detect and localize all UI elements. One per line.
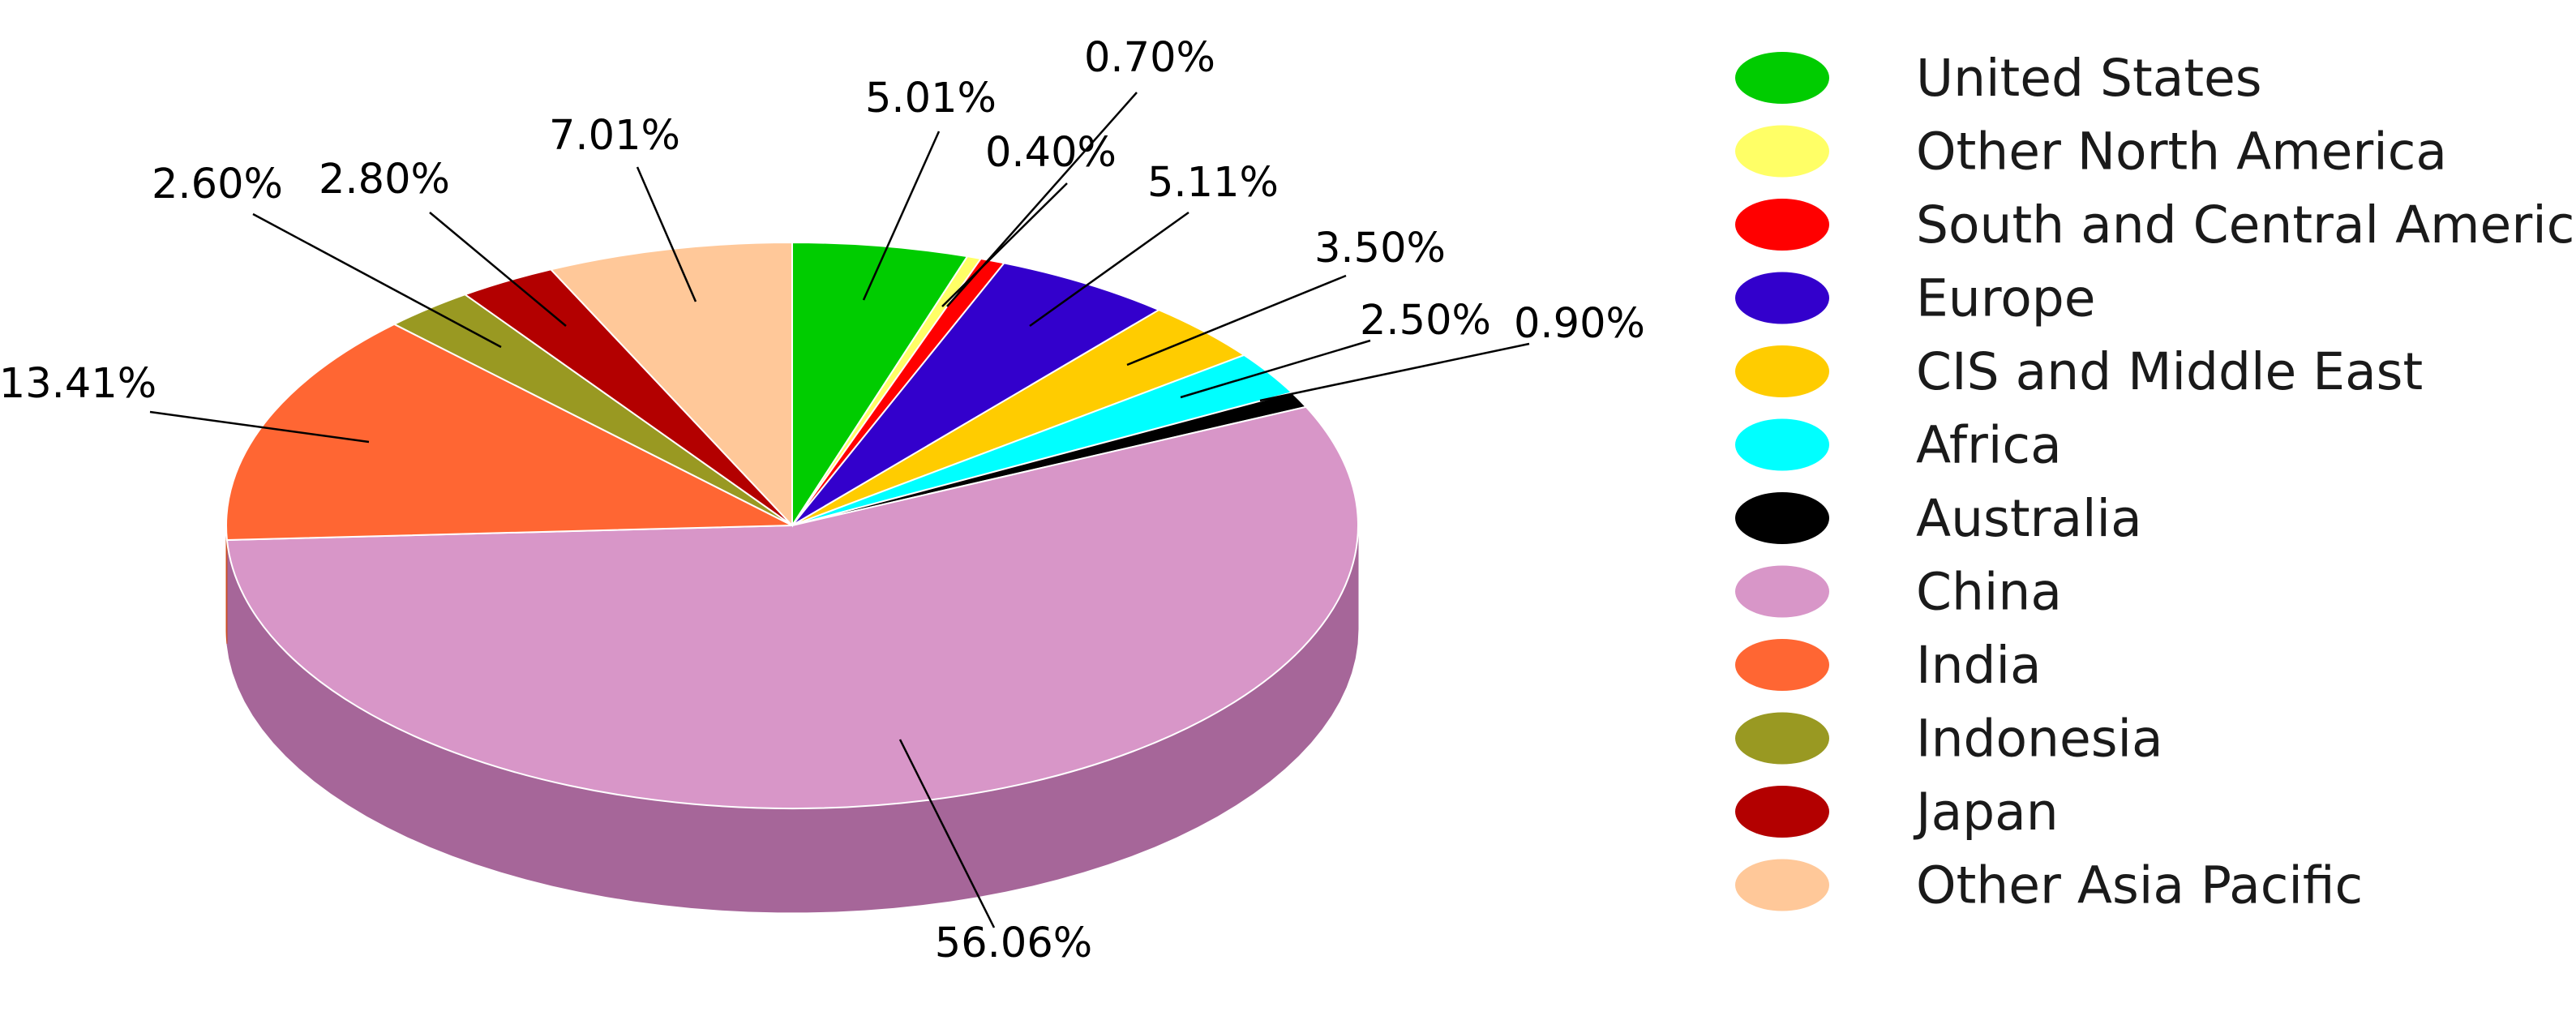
legend-label-australia: Australia (1916, 489, 2142, 548)
legend-label-cis-and-middle-east: CIS and Middle East (1916, 342, 2423, 401)
data-label-indonesia: 2.60% (152, 161, 283, 208)
pie-top-layer (225, 241, 1359, 809)
leader-line-other-north-america (941, 182, 1068, 307)
legend-item-south-and-central-america: South and Central America (1735, 195, 2576, 255)
legend-item-other-asia-pacific: Other Asia Pacific (1735, 856, 2363, 915)
legend-item-japan: Japan (1735, 782, 2059, 842)
legend-swatch-india (1735, 639, 1829, 691)
legend-label-south-and-central-america: South and Central America (1916, 195, 2576, 255)
legend-item-europe: Europe (1735, 269, 2096, 328)
leader-line-india (149, 410, 370, 444)
legend-swatch-other-asia-pacific (1735, 859, 1829, 911)
legend-label-china: China (1916, 563, 2062, 622)
leader-line-europe (1029, 211, 1189, 328)
legend-swatch-japan (1735, 786, 1829, 838)
data-label-africa: 2.50% (1360, 297, 1491, 345)
leader-line-africa (1180, 339, 1371, 399)
data-label-united-states: 5.01% (865, 75, 997, 122)
leader-line-south-and-central-america (946, 92, 1138, 307)
legend-swatch-south-and-central-america (1735, 199, 1829, 251)
leader-line-japan (429, 212, 567, 327)
legend-label-other-north-america: Other North America (1916, 122, 2447, 182)
legend-swatch-australia (1735, 492, 1829, 544)
data-label-other-asia-pacific: 7.01% (549, 112, 680, 160)
leader-line-other-asia-pacific (636, 166, 697, 302)
legend-label-indonesia: Indonesia (1916, 709, 2163, 769)
data-label-australia: 0.90% (1514, 300, 1645, 348)
data-label-cis-and-middle-east: 3.50% (1314, 225, 1446, 272)
pie-slice-china (225, 405, 1359, 809)
legend-label-africa: Africa (1916, 416, 2062, 475)
legend-item-cis-and-middle-east: CIS and Middle East (1735, 342, 2423, 401)
legend-swatch-cis-and-middle-east (1735, 345, 1829, 397)
legend-item-africa: Africa (1735, 416, 2062, 475)
pie-slice-other-asia-pacific (549, 241, 793, 528)
legend-label-europe: Europe (1916, 269, 2096, 328)
legend-label-united-states: United States (1916, 49, 2262, 108)
legend-label-india: India (1916, 636, 2042, 695)
leader-line-cis-and-middle-east (1126, 274, 1347, 367)
data-label-china: 56.06% (935, 920, 1092, 967)
legend-swatch-united-states (1735, 52, 1829, 104)
legend-item-other-north-america: Other North America (1735, 122, 2447, 182)
legend-item-united-states: United States (1735, 49, 2262, 108)
data-label-south-and-central-america: 0.70% (1084, 34, 1215, 82)
data-label-europe: 5.11% (1147, 159, 1279, 207)
legend-label-other-asia-pacific: Other Asia Pacific (1916, 856, 2363, 915)
legend-swatch-china (1735, 565, 1829, 618)
data-label-other-north-america: 0.40% (985, 129, 1117, 177)
legend-item-indonesia: Indonesia (1735, 709, 2163, 769)
legend-label-japan: Japan (1913, 782, 2059, 842)
legend-item-china: China (1735, 563, 2062, 622)
legend-swatch-africa (1735, 418, 1829, 471)
leader-line-australia (1259, 342, 1530, 402)
legend: United States Other North America South an… (1735, 49, 2576, 915)
leader-line-indonesia (252, 212, 502, 349)
leader-lines-layer (149, 92, 1530, 928)
data-label-japan: 2.80% (319, 156, 450, 204)
leader-line-united-states (862, 131, 941, 301)
leader-line-china (898, 739, 996, 928)
pie-slice-india (225, 323, 793, 541)
legend-swatch-europe (1735, 272, 1829, 324)
data-label-india: 13.41% (0, 360, 156, 408)
pie-slice-europe (791, 262, 1161, 526)
legend-swatch-other-north-america (1735, 125, 1829, 178)
data-labels-layer: 5.01% 0.40% 0.70% 5.11% 3.50% 2.50% 0.90% 56.06… (0, 34, 1645, 967)
legend-item-india: India (1735, 636, 2042, 695)
legend-swatch-indonesia (1735, 712, 1829, 765)
legend-item-australia: Australia (1735, 489, 2142, 548)
pie-slice-united-states (791, 241, 969, 529)
